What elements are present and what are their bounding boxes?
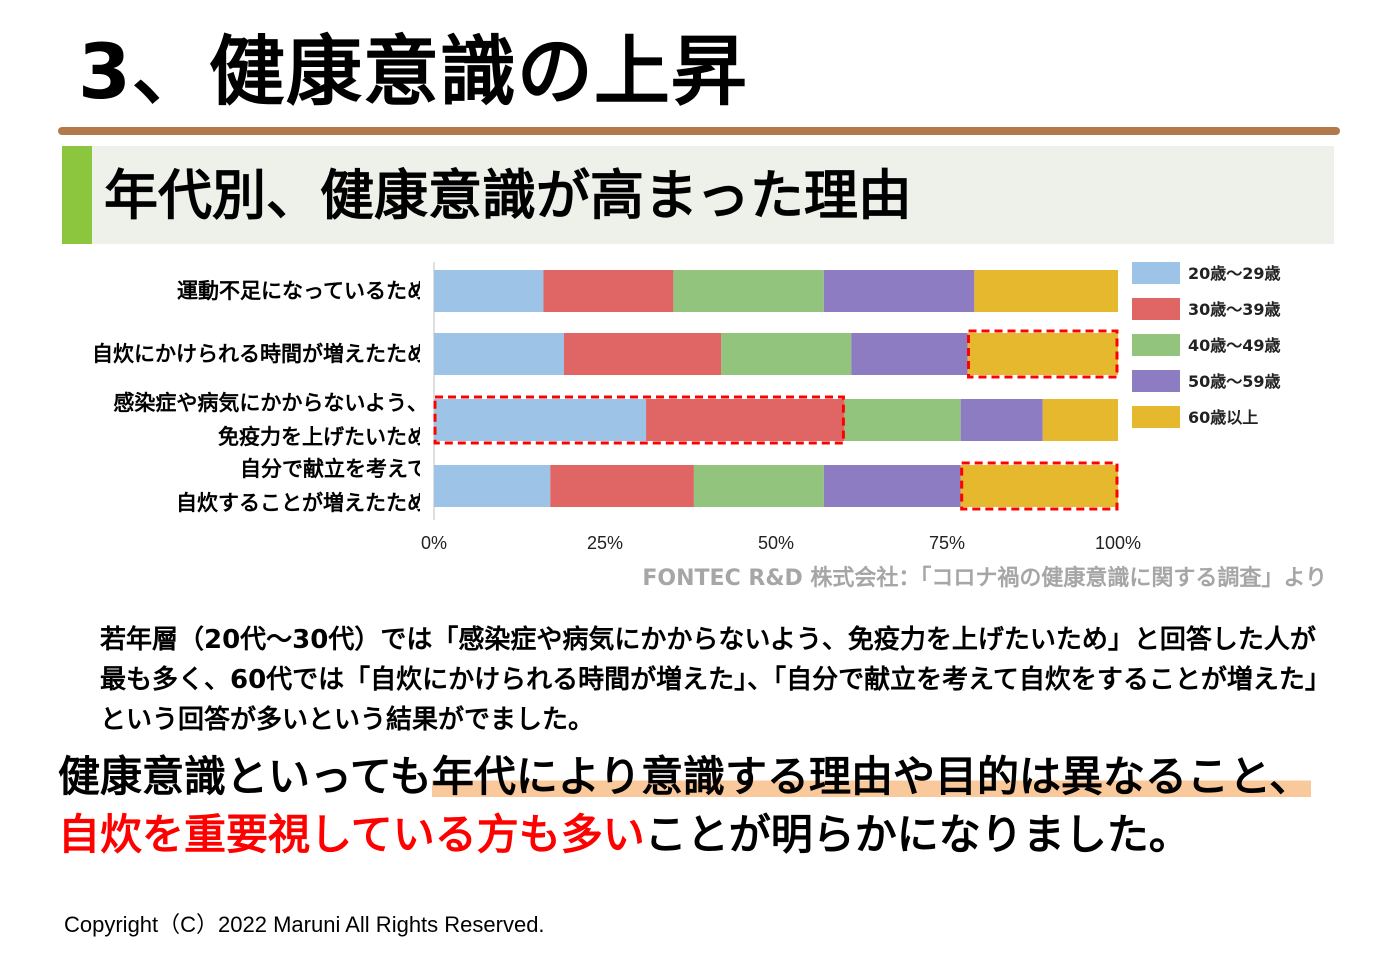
category-label: 感染症や病気にかからないよう、 — [113, 391, 428, 415]
legend-label: 30歳～39歳 — [1188, 300, 1281, 319]
category-label: 自炊することが増えたため — [176, 491, 428, 515]
page-title: 3、健康意識の上昇 — [78, 27, 748, 116]
legend-label: 60歳以上 — [1188, 408, 1258, 427]
conclusion-highlight: 年代により意識する理由や目的は異なること、 — [431, 752, 1312, 801]
bar-segment — [434, 333, 564, 375]
bar-segment — [543, 270, 674, 312]
x-tick-label: 50% — [758, 533, 794, 553]
category-label: 運動不足になっているため — [177, 279, 428, 303]
bar-segment — [434, 465, 551, 507]
legend-swatch — [1132, 406, 1180, 428]
bar-segment — [646, 399, 845, 441]
bar-segment — [563, 333, 722, 375]
bar-segment — [550, 465, 694, 507]
chart-panel: 0% 25% 50% 75% 100% 20歳～29歳 30歳～39歳 40歳～49歳 50歳～… — [420, 244, 1320, 556]
stacked-bar-chart: 0% 25% 50% 75% 100% 20歳～29歳 30歳～39歳 40歳～49歳 50歳～… — [421, 262, 1281, 553]
conclusion-text: 健康意識といっても年代により意識する理由や目的は異なること、自炊を重要視している… — [58, 748, 1378, 864]
conclusion-red-emphasis: 自炊を重要視している方も多い — [58, 810, 645, 859]
bar-segment — [721, 333, 852, 375]
x-tick-label: 0% — [421, 533, 447, 553]
highlight-box — [960, 461, 1119, 511]
bar-segment — [1042, 399, 1118, 441]
x-tick-label: 75% — [929, 533, 965, 553]
highlight-box — [967, 329, 1119, 379]
highlight-box — [433, 395, 845, 445]
bar-segment — [673, 270, 824, 312]
x-tick-label: 100% — [1095, 533, 1141, 553]
category-label: 免疫力を上げたいため — [218, 425, 428, 449]
section-subtitle: 年代別、健康意識が高まった理由 — [104, 164, 912, 227]
conclusion-part-4: ことが明らかになりました。 — [644, 810, 1191, 859]
bar-segment — [693, 465, 824, 507]
subtitle-band — [62, 146, 1334, 244]
category-label: 自炊にかけられる時間が増えたため — [92, 342, 428, 366]
legend-label: 50歳～59歳 — [1188, 372, 1281, 391]
legend-swatch — [1132, 262, 1180, 284]
x-tick-label: 25% — [587, 533, 623, 553]
bar-segment — [823, 465, 961, 507]
legend-swatch — [1132, 370, 1180, 392]
bar-segment — [967, 333, 1118, 375]
bar-segment — [823, 270, 975, 312]
category-label: 自分で献立を考えて — [240, 457, 428, 481]
legend-swatch — [1132, 334, 1180, 356]
copyright-notice: Copyright（C）2022 Maruni All Rights Reser… — [64, 912, 545, 937]
bar-segment — [434, 399, 647, 441]
bar-segment — [960, 465, 1118, 507]
source-citation: FONTEC R&D 株式会社：「コロナ禍の健康意識に関する調査」より — [642, 566, 1327, 591]
bar-segment — [851, 333, 968, 375]
body-paragraph: 若年層（20代～30代）では「感染症や病気にかからないよう、免疫力を上げたいため… — [100, 625, 1331, 735]
bar-segment — [844, 399, 961, 441]
conclusion-part-1: 健康意識といっても — [58, 752, 432, 801]
legend-label: 20歳～29歳 — [1188, 264, 1281, 283]
bar-segment — [434, 270, 544, 312]
legend-swatch — [1132, 298, 1180, 320]
subtitle-accent-bar — [62, 146, 92, 244]
bar-segment — [960, 399, 1043, 441]
title-divider — [58, 127, 1340, 135]
legend-label: 40歳～49歳 — [1188, 336, 1281, 355]
bar-segment — [974, 270, 1118, 312]
